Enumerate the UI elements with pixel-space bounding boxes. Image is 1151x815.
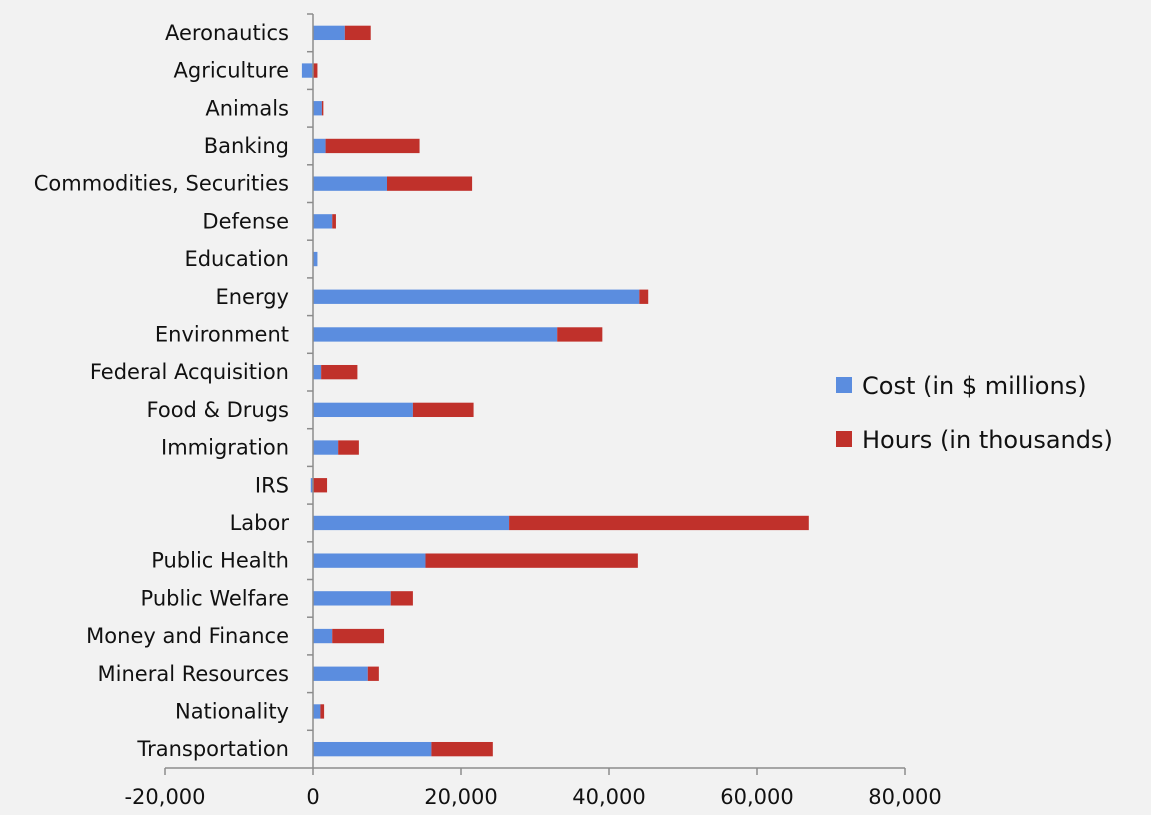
bar-immigration-cost xyxy=(313,440,339,455)
legend-swatch-hours xyxy=(836,431,852,447)
bar-money-and-finance-hours xyxy=(332,628,385,644)
value-axis-ticks: -20,000 0 20,000 40,000 60,000 80,000 xyxy=(124,768,942,809)
bar-transportation-cost xyxy=(313,741,432,757)
bar-agriculture-hours xyxy=(313,63,318,78)
bar-defense-cost xyxy=(313,214,333,229)
x-tick-label: 80,000 xyxy=(868,785,941,809)
category-label-public-health: Public Health xyxy=(151,549,289,573)
bar-nationality-hours xyxy=(320,704,325,719)
category-label-agriculture: Agriculture xyxy=(174,59,290,83)
bar-federal-acquisition-cost xyxy=(313,364,322,380)
category-label-banking: Banking xyxy=(204,134,289,158)
bar-agriculture-cost xyxy=(301,63,313,78)
bar-education-cost xyxy=(313,251,318,267)
bars-layer xyxy=(301,25,809,757)
bar-transportation-hours xyxy=(431,741,493,757)
category-label-animals: Animals xyxy=(205,96,289,120)
bar-irs-hours xyxy=(313,478,328,493)
bar-energy-cost xyxy=(313,289,640,304)
bar-public-welfare-hours xyxy=(390,591,413,606)
category-label-immigration: Immigration xyxy=(161,436,289,460)
bar-commodities-securities-hours xyxy=(387,176,473,191)
bar-food-drugs-cost xyxy=(313,402,413,418)
bar-aeronautics-cost xyxy=(313,25,345,41)
bar-mineral-resources-cost xyxy=(313,666,368,681)
legend: Cost (in $ millions) Hours (in thousands… xyxy=(836,372,1113,454)
category-label-mineral-resources: Mineral Resources xyxy=(98,662,289,686)
legend-label-hours: Hours (in thousands) xyxy=(862,426,1113,454)
category-label-defense: Defense xyxy=(202,209,289,233)
bar-nationality-cost xyxy=(313,704,321,719)
category-label-transportation: Transportation xyxy=(136,737,289,761)
category-label-labor: Labor xyxy=(230,511,290,535)
bar-irs-cost xyxy=(310,478,313,493)
x-tick-label: 60,000 xyxy=(720,785,793,809)
bar-money-and-finance-cost xyxy=(313,628,333,644)
category-label-energy: Energy xyxy=(215,285,289,309)
bar-defense-hours xyxy=(332,214,336,229)
bar-labor-hours xyxy=(509,515,809,531)
category-labels: Aeronautics Agriculture Animals Banking Comm… xyxy=(34,13,313,761)
bar-food-drugs-hours xyxy=(412,402,474,418)
bar-banking-cost xyxy=(313,138,326,154)
x-tick-label: 20,000 xyxy=(424,785,497,809)
category-label-federal-acquisition: Federal Acquisition xyxy=(90,360,289,384)
bar-public-health-hours xyxy=(425,553,638,568)
legend-label-cost: Cost (in $ millions) xyxy=(862,372,1087,400)
category-label-food-drugs: Food & Drugs xyxy=(147,398,289,422)
category-label-public-welfare: Public Welfare xyxy=(141,586,289,610)
category-label-environment: Environment xyxy=(155,322,289,346)
bar-labor-cost xyxy=(313,515,510,531)
category-label-money-and-finance: Money and Finance xyxy=(86,624,289,648)
category-label-commodities-securities: Commodities, Securities xyxy=(34,172,289,196)
bar-animals-hours xyxy=(321,101,324,116)
category-label-irs: IRS xyxy=(255,473,289,497)
bar-environment-hours xyxy=(557,327,603,342)
bar-public-welfare-cost xyxy=(313,591,391,606)
bar-federal-acquisition-hours xyxy=(321,364,358,380)
bar-environment-cost xyxy=(313,327,558,342)
legend-swatch-cost xyxy=(836,377,852,393)
category-label-aeronautics: Aeronautics xyxy=(165,21,289,45)
bar-public-health-cost xyxy=(313,553,426,568)
bar-immigration-hours xyxy=(338,440,359,455)
x-tick-label: 40,000 xyxy=(572,785,645,809)
bar-aeronautics-hours xyxy=(344,25,371,41)
bar-commodities-securities-cost xyxy=(313,176,387,191)
x-tick-label: -20,000 xyxy=(124,785,205,809)
bar-animals-cost xyxy=(313,101,322,116)
bar-banking-hours xyxy=(325,138,420,154)
category-label-education: Education xyxy=(184,247,289,271)
bar-energy-hours xyxy=(639,289,649,304)
bar-mineral-resources-hours xyxy=(367,666,379,681)
category-label-nationality: Nationality xyxy=(175,699,289,723)
x-tick-label: 0 xyxy=(306,785,319,809)
